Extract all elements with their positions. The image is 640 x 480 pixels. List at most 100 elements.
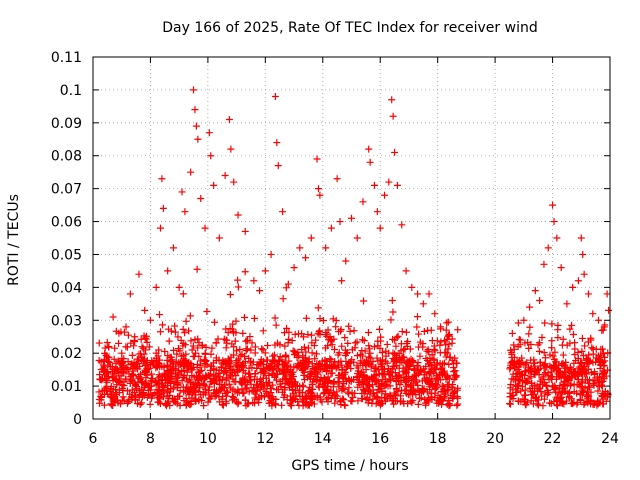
data-point-marker [141,306,149,314]
background-marker [174,345,182,353]
background-marker [190,373,198,381]
background-marker [235,388,243,396]
data-point-marker [577,234,585,242]
background-marker [136,391,144,399]
background-marker [414,400,422,408]
background-marker [171,322,179,330]
background-marker [102,376,110,384]
background-marker [326,333,334,341]
background-marker [450,368,458,376]
background-marker [346,327,354,335]
background-marker [574,368,582,376]
background-marker [268,402,276,410]
background-marker [215,356,223,364]
background-marker [232,398,240,406]
background-marker [548,337,556,345]
data-point-marker [122,323,130,331]
background-marker [250,314,258,322]
background-marker [437,338,445,346]
background-marker [422,399,430,407]
background-marker [234,283,242,291]
background-marker [421,395,429,403]
background-marker [278,401,286,409]
data-point-marker [234,211,242,219]
background-marker [575,381,583,389]
background-marker [307,390,315,398]
background-marker [264,341,272,349]
data-point-marker [553,234,561,242]
background-marker [127,393,135,401]
background-marker [388,372,396,380]
background-marker [397,347,405,355]
background-marker [195,388,203,396]
background-marker [258,345,266,353]
background-marker [306,384,314,392]
data-point-marker [549,201,557,209]
background-marker [263,389,271,397]
background-marker [156,328,164,336]
background-marker [130,337,138,345]
background-marker [165,337,173,345]
background-marker [269,381,277,389]
background-marker [551,388,559,396]
background-marker [177,360,185,368]
background-marker [301,361,309,369]
background-marker [282,359,290,367]
background-marker [350,327,358,335]
background-marker [383,359,391,367]
data-point-marker [197,195,205,203]
background-marker [280,386,288,394]
background-marker [589,350,597,358]
background-marker [379,365,387,373]
background-marker [543,382,551,390]
data-point-marker [159,204,167,212]
background-marker [151,389,159,397]
background-marker [112,366,120,374]
background-marker [433,361,441,369]
background-marker [308,331,316,339]
background-marker [415,368,423,376]
background-marker [450,375,458,383]
background-marker [322,344,330,352]
background-marker [365,360,373,368]
background-marker [439,397,447,405]
background-marker [149,361,157,369]
background-marker [412,391,420,399]
background-marker [589,377,597,385]
background-marker [374,394,382,402]
data-point-marker [333,175,341,183]
background-marker [538,333,546,341]
background-marker [320,390,328,398]
background-marker [127,361,135,369]
data-point-marker [389,112,397,120]
background-marker [242,379,250,387]
background-marker [182,401,190,409]
background-marker [431,347,439,355]
background-marker [284,365,292,373]
background-marker [220,369,228,377]
data-point-marker [366,158,374,166]
background-marker [217,363,225,371]
background-marker [338,277,346,285]
background-marker [594,387,602,395]
background-marker [299,356,307,364]
background-marker [445,402,453,410]
background-marker [200,356,208,364]
background-marker [211,318,219,326]
background-marker [439,360,447,368]
background-marker [347,377,355,385]
data-point-marker [431,310,439,318]
background-marker [179,325,187,333]
background-marker [360,297,368,305]
data-point-marker [191,106,199,114]
background-marker [123,343,131,351]
data-point-marker [296,244,304,252]
background-marker [120,397,128,405]
data-point-marker [322,244,330,252]
background-marker [311,363,319,371]
background-marker [101,344,109,352]
background-marker [102,386,110,394]
background-marker [541,319,549,327]
